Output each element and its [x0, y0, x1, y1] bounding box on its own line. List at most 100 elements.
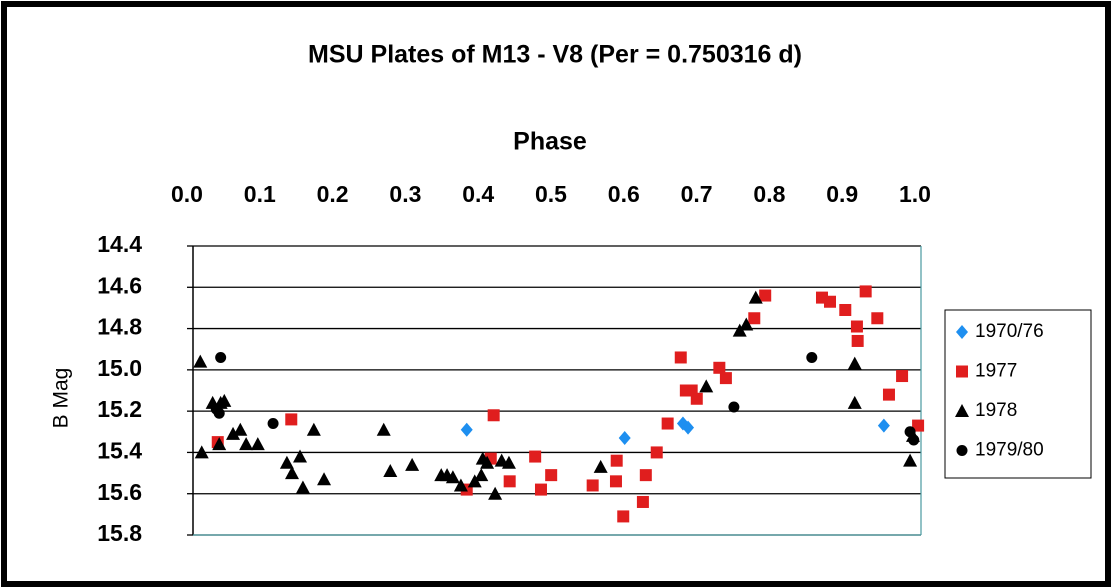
point	[912, 419, 925, 432]
point	[453, 478, 468, 492]
legend-label: 1970/76	[975, 321, 1044, 342]
point	[609, 475, 622, 488]
point	[503, 475, 516, 488]
point	[759, 289, 772, 302]
x-tick-label: 0.7	[681, 181, 713, 207]
legend-label: 1979/80	[975, 440, 1044, 461]
point	[682, 420, 695, 435]
y-tick-label: 14.6	[97, 272, 142, 298]
point	[713, 361, 726, 374]
point	[285, 413, 298, 426]
y-tick-label: 15.2	[97, 396, 142, 422]
point	[193, 354, 208, 368]
point	[226, 426, 241, 440]
point	[285, 466, 300, 480]
point	[488, 486, 503, 500]
point	[194, 445, 209, 459]
point	[690, 392, 703, 405]
point	[212, 437, 227, 451]
y-tick-label: 15.6	[97, 479, 142, 505]
point	[239, 437, 254, 451]
x-tick-label: 0.3	[389, 181, 421, 207]
point	[217, 393, 232, 407]
point	[851, 334, 864, 347]
x-tick-label: 0.8	[753, 181, 785, 207]
point	[534, 483, 547, 496]
point	[474, 468, 489, 482]
point	[847, 395, 862, 409]
point	[586, 479, 599, 492]
x-tick-label: 0.4	[462, 181, 494, 207]
point	[250, 437, 265, 451]
point	[487, 409, 500, 422]
x-axis-label: Phase	[513, 128, 587, 156]
point	[215, 351, 227, 363]
point	[306, 422, 321, 436]
point	[593, 459, 608, 473]
point	[871, 312, 884, 325]
point	[674, 351, 687, 364]
point	[293, 449, 308, 463]
x-tick-label: 0.9	[826, 181, 858, 207]
point	[267, 418, 279, 430]
point	[896, 370, 909, 383]
point	[859, 285, 872, 298]
point	[806, 351, 818, 363]
legend-marker	[956, 325, 968, 339]
point	[279, 455, 294, 469]
point	[233, 422, 248, 436]
point	[908, 434, 920, 446]
point	[824, 295, 836, 308]
point	[903, 453, 918, 467]
point	[383, 464, 398, 478]
point	[376, 422, 391, 436]
legend-label: 1978	[975, 400, 1017, 421]
point	[213, 407, 225, 419]
point	[480, 455, 495, 469]
legend-marker	[956, 445, 968, 456]
x-tick-label: 1.0	[899, 181, 931, 207]
point	[636, 495, 649, 508]
point	[748, 290, 763, 304]
point	[618, 430, 631, 445]
y-tick-label: 14.4	[97, 231, 142, 257]
point	[610, 454, 623, 467]
y-tick-label: 15.0	[97, 355, 142, 381]
point	[639, 469, 652, 482]
point	[650, 446, 663, 459]
x-tick-label: 0.6	[608, 181, 640, 207]
point	[460, 422, 473, 437]
y-tick-label: 14.8	[97, 314, 142, 340]
point	[748, 312, 761, 325]
legend-box	[944, 309, 1092, 479]
point	[847, 356, 862, 370]
point	[317, 472, 332, 486]
point	[617, 510, 630, 523]
point	[445, 470, 460, 484]
point	[904, 426, 916, 438]
x-tick-label: 0.0	[171, 181, 203, 207]
legend-marker	[956, 365, 968, 378]
point	[295, 480, 310, 494]
point	[728, 401, 740, 413]
point	[877, 418, 890, 433]
legend-label: 1977	[975, 361, 1017, 382]
x-tick-label: 0.2	[317, 181, 349, 207]
point	[529, 450, 542, 463]
point	[739, 317, 754, 331]
point	[839, 303, 852, 316]
point	[882, 388, 895, 401]
x-tick-label: 0.5	[535, 181, 567, 207]
point	[719, 372, 732, 385]
point	[545, 469, 558, 482]
y-axis-label: B Mag	[50, 368, 73, 429]
point	[850, 320, 863, 333]
chart-title: MSU Plates of M13 - V8 (Per = 0.750316 d…	[308, 41, 802, 69]
y-tick-label: 15.8	[97, 520, 142, 546]
point	[661, 417, 674, 430]
x-tick-label: 0.1	[244, 181, 276, 207]
point	[699, 379, 714, 393]
